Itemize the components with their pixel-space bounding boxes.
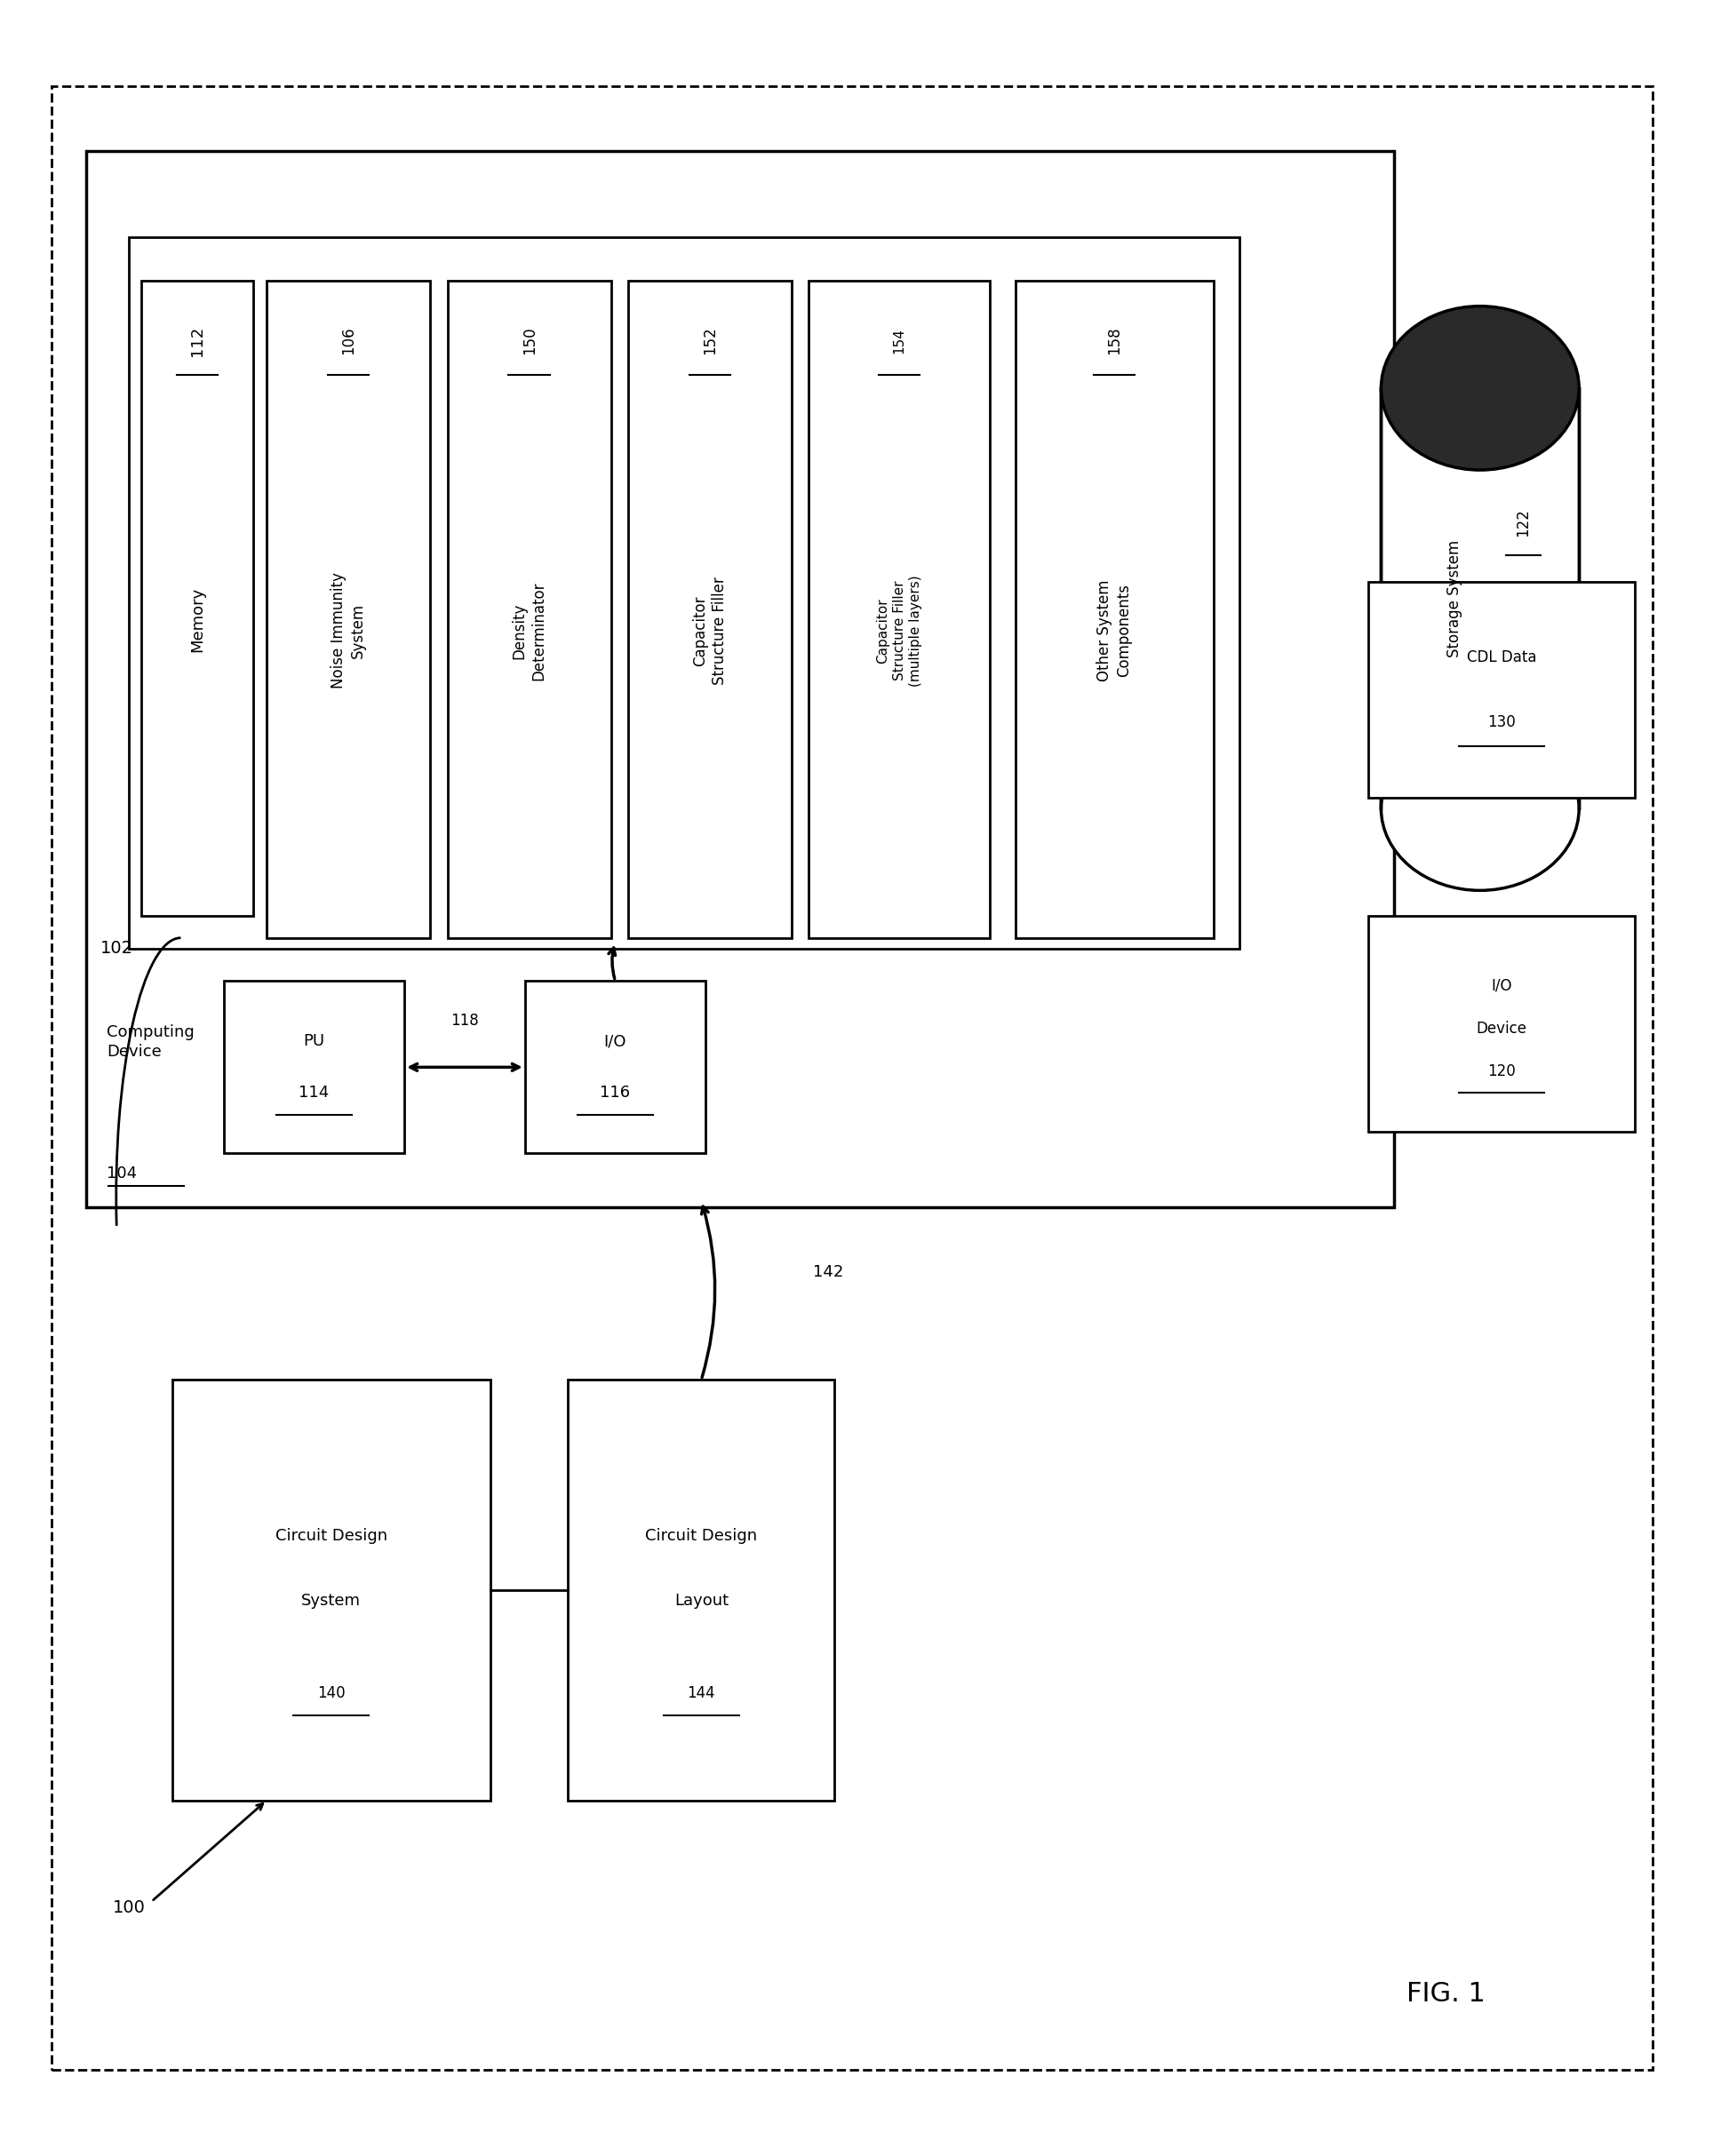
Bar (628, 280, 792, 938)
Bar (129, 237, 1239, 949)
Text: I/O: I/O (1490, 977, 1513, 994)
Text: 112: 112 (189, 326, 205, 356)
Bar (568, 1380, 835, 1800)
Text: Memory: Memory (189, 586, 205, 653)
Ellipse shape (1380, 727, 1580, 890)
Text: 158: 158 (1107, 326, 1122, 356)
Text: 150: 150 (521, 326, 537, 356)
Text: 152: 152 (702, 326, 718, 356)
Text: Other System
Components: Other System Components (1096, 580, 1132, 681)
Text: Device: Device (1477, 1020, 1527, 1037)
Bar (172, 1380, 490, 1800)
Text: Storage System: Storage System (1446, 539, 1463, 658)
Text: Noise Immunity
System: Noise Immunity System (330, 573, 367, 688)
Text: Circuit Design: Circuit Design (645, 1529, 757, 1544)
Text: 102: 102 (100, 940, 134, 957)
Bar (1015, 280, 1213, 938)
Text: System: System (301, 1593, 361, 1608)
Text: 130: 130 (1487, 714, 1516, 731)
Text: CDL Data: CDL Data (1466, 649, 1537, 666)
Bar (141, 280, 253, 916)
Text: Capacitor
Structure Filler
(multiple layers): Capacitor Structure Filler (multiple lay… (876, 576, 922, 686)
Text: 116: 116 (601, 1084, 630, 1102)
Text: 154: 154 (893, 328, 905, 354)
Bar (525, 981, 706, 1153)
Text: Layout: Layout (675, 1593, 728, 1608)
Text: 120: 120 (1487, 1063, 1516, 1080)
Ellipse shape (1380, 306, 1580, 470)
Text: 104: 104 (107, 1166, 138, 1181)
Text: 106: 106 (341, 326, 356, 356)
Text: 100: 100 (112, 1899, 146, 1917)
Text: Capacitor
Structure Filler: Capacitor Structure Filler (692, 576, 728, 686)
Bar (809, 280, 990, 938)
Bar (267, 280, 430, 938)
Text: 144: 144 (687, 1686, 716, 1701)
Text: 142: 142 (814, 1263, 843, 1281)
Text: 122: 122 (1514, 509, 1532, 537)
Text: PU: PU (303, 1033, 325, 1050)
Bar (447, 280, 611, 938)
Bar (1368, 582, 1635, 798)
Text: 140: 140 (317, 1686, 346, 1701)
Bar (1380, 388, 1580, 808)
Text: Density
Determinator: Density Determinator (511, 582, 547, 679)
Text: I/O: I/O (604, 1033, 626, 1050)
Text: 114: 114 (299, 1084, 329, 1102)
Text: 118: 118 (451, 1013, 478, 1028)
Bar (224, 981, 404, 1153)
Text: Computing
Device: Computing Device (107, 1024, 194, 1061)
Bar (86, 151, 1394, 1207)
Text: FIG. 1: FIG. 1 (1406, 1981, 1485, 2007)
Bar (1368, 916, 1635, 1132)
Text: Circuit Design: Circuit Design (275, 1529, 387, 1544)
